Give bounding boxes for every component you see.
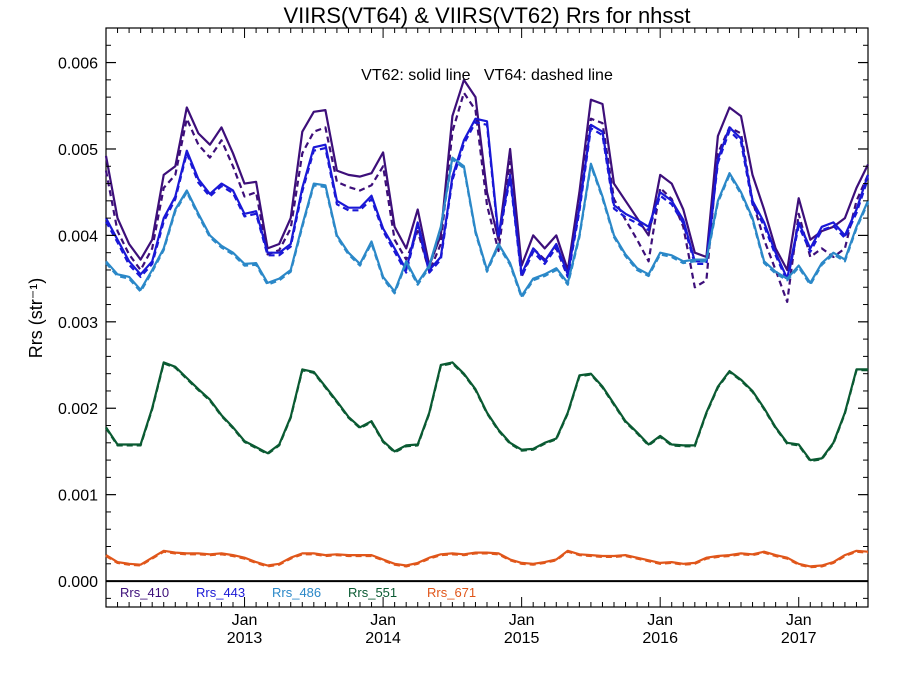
legend-entry-rrs-410: Rrs_410 (120, 585, 169, 600)
legend-entry-rrs-551: Rrs_551 (348, 585, 397, 600)
y-tick-label: 0.001 (58, 488, 98, 505)
series-line-rrs-443-vt62 (105, 117, 870, 280)
x-tick-label-year: 2016 (642, 630, 678, 647)
plot-frame (105, 27, 869, 608)
chart-title: VIIRS(VT64) & VIIRS(VT62) Rrs for nhsst (283, 3, 690, 28)
legend-entry-rrs-671: Rrs_671 (427, 585, 476, 600)
series-line-rrs-551-vt62 (105, 361, 868, 462)
x-tick-label-month: Jan (647, 612, 673, 629)
series-layer (104, 78, 870, 569)
y-tick-label: 0.006 (58, 56, 98, 73)
legend-entry-rrs-443: Rrs_443 (196, 585, 245, 600)
y-axis-label: Rrs (str⁻¹) (26, 278, 46, 358)
x-tick-label-month: Jan (232, 612, 258, 629)
legend: Rrs_410 Rrs_443 Rrs_486 Rrs_551 Rrs_671 (120, 585, 476, 600)
series-line-rrs-486-vt64 (105, 158, 870, 299)
series-line-rrs-410-vt62 (104, 78, 869, 272)
series-line-rrs-410-vt64 (104, 91, 870, 303)
x-tick-label-year: 2017 (781, 630, 817, 647)
series-line-rrs-443-vt64 (105, 121, 870, 283)
y-tick-label: 0.002 (58, 401, 98, 418)
y-tick-label: 0.005 (58, 142, 98, 159)
series-line-rrs-671-vt64 (105, 550, 869, 569)
legend-entry-rrs-486: Rrs_486 (272, 585, 321, 600)
x-tick-label-month: Jan (370, 612, 396, 629)
axes-layer: 0.0000.0010.0020.0030.0040.0050.006Jan20… (58, 27, 869, 647)
y-tick-label: 0.000 (58, 574, 98, 591)
line-style-annotation: VT62: solid line VT64: dashed line (361, 67, 613, 84)
y-tick-label: 0.003 (58, 315, 98, 332)
x-tick-label-month: Jan (786, 612, 812, 629)
x-tick-label-year: 2013 (227, 630, 263, 647)
y-tick-label: 0.004 (58, 228, 98, 245)
series-line-rrs-551-vt64 (105, 362, 868, 463)
x-tick-label-month: Jan (509, 612, 535, 629)
x-tick-label-year: 2015 (504, 630, 540, 647)
x-tick-label-year: 2014 (365, 630, 401, 647)
